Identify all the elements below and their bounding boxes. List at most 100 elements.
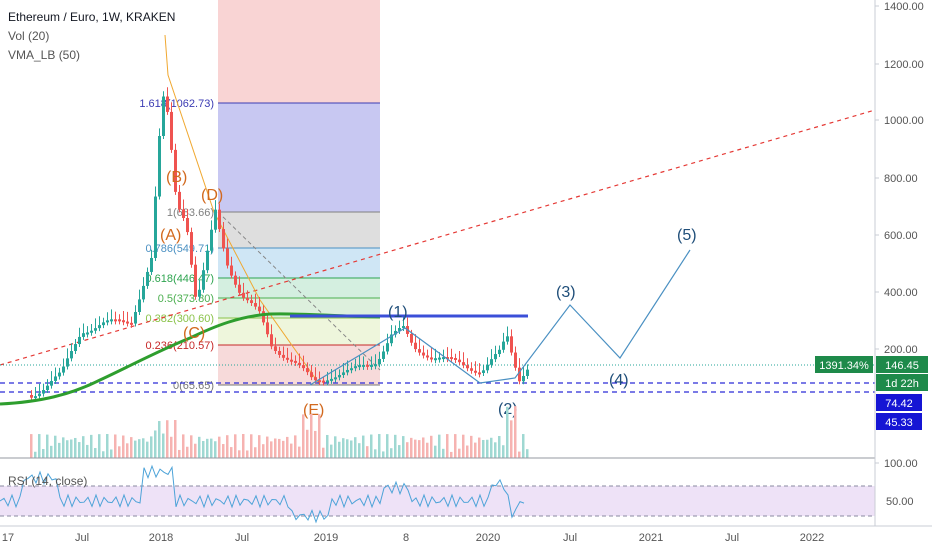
volume-bar — [466, 445, 469, 458]
volume-bar — [38, 434, 41, 458]
volume-bar — [526, 449, 529, 458]
candle — [210, 229, 213, 251]
candle — [294, 360, 297, 363]
trend-line-grey[interactable] — [217, 211, 381, 371]
candle — [118, 319, 121, 322]
volume-bar — [450, 451, 453, 458]
candle — [526, 369, 529, 376]
volume-bar — [146, 441, 149, 458]
candle — [66, 358, 69, 367]
candle — [186, 217, 189, 233]
volume-bar — [354, 437, 357, 458]
volume-bar — [30, 434, 33, 458]
time-tick: Jul — [75, 532, 89, 544]
volume-bar — [342, 438, 345, 458]
volume-bar — [178, 449, 181, 458]
candle — [282, 354, 285, 358]
volume-bar — [254, 447, 257, 458]
volume-bar — [518, 451, 521, 458]
level1-badge-text: 74.42 — [885, 398, 913, 410]
volume-bar — [126, 443, 129, 458]
level1-badge — [876, 394, 922, 411]
candle — [102, 322, 105, 326]
candle — [510, 336, 513, 353]
volume-bar — [506, 406, 509, 458]
time-tick: 17 — [2, 532, 14, 544]
wave-12345-labels: (1) (2) (3) (4) (5) — [388, 227, 697, 418]
candle — [342, 372, 345, 376]
candle — [178, 191, 181, 210]
candle — [142, 285, 145, 300]
volume-bar — [510, 420, 513, 458]
candle — [242, 292, 245, 298]
wave-label-d: (D) — [201, 187, 223, 204]
candle — [54, 376, 57, 381]
volume-bar — [470, 435, 473, 458]
volume-bars — [30, 406, 529, 458]
fib-box-1 — [218, 212, 380, 248]
volume-bar — [298, 446, 301, 458]
candle — [78, 336, 81, 345]
chart-title: Ethereum / Euro, 1W, KRAKEN — [8, 10, 176, 24]
volume-bar — [82, 436, 85, 458]
price-tick: 100.00 — [884, 458, 918, 470]
volume-bar — [278, 438, 281, 458]
volume-bar — [118, 446, 121, 458]
volume-bar — [326, 434, 329, 458]
volume-bar — [158, 421, 161, 458]
volume-bar — [358, 443, 361, 458]
volume-bar — [150, 436, 153, 458]
volume-bar — [330, 444, 333, 458]
candles[interactable] — [30, 87, 529, 402]
price-axis-labels: 1400.00 1200.00 1000.00 800.00 600.00 40… — [884, 1, 924, 508]
volume-bar — [34, 451, 37, 458]
volume-bar — [238, 450, 241, 458]
candle — [42, 390, 45, 394]
volume-bar — [130, 437, 133, 458]
candle — [298, 362, 301, 366]
candle — [226, 248, 229, 266]
candle — [278, 350, 281, 355]
candle — [62, 366, 65, 373]
fib-box-top — [218, 0, 380, 103]
volume-bar — [270, 441, 273, 458]
volume-bar — [286, 436, 289, 458]
candle — [390, 334, 393, 344]
volume-bar — [206, 438, 209, 458]
wave-label-e: (E) — [303, 402, 324, 419]
candle — [150, 257, 153, 272]
candle — [182, 209, 185, 218]
candle — [206, 250, 209, 271]
candle — [418, 349, 421, 353]
candle — [350, 368, 353, 371]
candle — [218, 209, 221, 230]
time-tick: 2019 — [314, 532, 338, 544]
candle — [34, 396, 37, 399]
volume-bar — [410, 437, 413, 458]
candle — [158, 136, 161, 197]
volume-bar — [458, 448, 461, 458]
level2-badge — [876, 413, 922, 430]
time-tick: Jul — [563, 532, 577, 544]
candle — [246, 297, 249, 301]
indicator-vol[interactable]: Vol (20) — [8, 29, 50, 43]
countdown-badge — [876, 374, 928, 391]
candle — [346, 369, 349, 373]
volume-bar — [374, 449, 377, 458]
candle — [146, 271, 149, 286]
abcde-labels: (A) (B) (C) (D) (E) — [160, 169, 324, 419]
fib-label-786: 0.786(549.71) — [146, 243, 215, 255]
time-axis-labels: 17 Jul 2018 Jul 2019 8 2020 Jul 2021 Jul… — [2, 532, 824, 544]
rsi-label[interactable]: RSI (14, close) — [8, 474, 88, 488]
volume-bar — [250, 434, 253, 458]
candle — [130, 322, 133, 325]
indicator-vma[interactable]: VMA_LB (50) — [8, 48, 81, 62]
volume-bar — [350, 440, 353, 458]
projection-path[interactable] — [309, 249, 691, 386]
candle — [522, 375, 525, 382]
candle — [74, 344, 77, 352]
volume-bar — [478, 437, 481, 458]
candle — [382, 351, 385, 359]
time-tick: 2021 — [639, 532, 663, 544]
